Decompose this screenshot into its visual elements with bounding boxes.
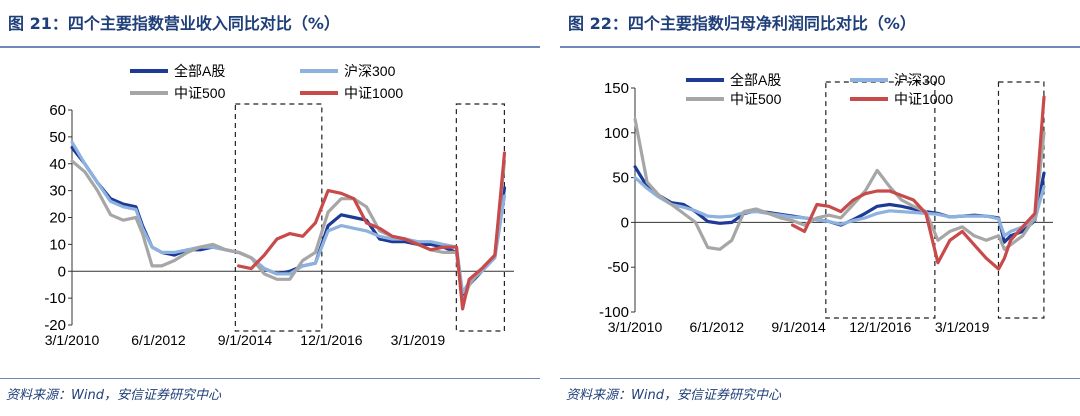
- y-tick-label: -20: [44, 317, 66, 334]
- y-tick-label: 50: [612, 170, 629, 187]
- source-rule: [0, 378, 540, 379]
- source-note: 资料来源：Wind，安信证券研究中心: [566, 388, 781, 403]
- series-line: [70, 159, 507, 306]
- series-line: [790, 95, 1046, 271]
- panel-profit: 图 22：四个主要指数归母净利润同比对比（%） -100 -50 0 50 100 150…: [560, 0, 1080, 416]
- highlight-box: [825, 81, 936, 319]
- y-tick-label: 150: [604, 80, 629, 97]
- y-tick-label: 100: [604, 125, 629, 142]
- series-line: [70, 140, 507, 295]
- y-tick-label: 0: [621, 214, 629, 231]
- x-tick-label: 3/1/2010: [608, 319, 663, 335]
- y-tick-label: 0: [58, 263, 66, 280]
- legend-label: 全部A股: [730, 72, 781, 88]
- series-line: [237, 151, 507, 311]
- title-rule: [560, 46, 1080, 48]
- legend-label: 中证1000: [344, 85, 403, 101]
- chart-title: 图 21：四个主要指数营业收入同比对比（%）: [8, 14, 340, 33]
- highlight-box: [997, 81, 1045, 319]
- source-rule: [560, 378, 1080, 379]
- y-tick-label: 20: [49, 210, 66, 227]
- series-line: [633, 117, 1046, 251]
- highlight-box: [455, 103, 505, 332]
- x-tick-label: 6/1/2012: [690, 319, 745, 335]
- profit-chart: -100 -50 0 50 100 150 3/1/2010 6/1/2012 9/1/2014…: [599, 72, 1053, 335]
- legend-label: 全部A股: [174, 63, 225, 79]
- y-tick-label: -100: [599, 304, 629, 321]
- legend-label: 中证500: [730, 91, 782, 107]
- x-tick-label: 3/1/2019: [391, 332, 446, 348]
- legend-label: 中证500: [174, 85, 226, 101]
- legend-label: 沪深300: [894, 72, 946, 88]
- x-tick-label: 9/1/2014: [771, 319, 826, 335]
- y-tick-label: 60: [49, 102, 66, 119]
- x-tick-label: 3/1/2019: [935, 319, 990, 335]
- panel-revenue: 图 21：四个主要指数营业收入同比对比（%） -20 -10 0 10 20 30 40 50…: [0, 14, 540, 403]
- legend-label: 中证1000: [894, 91, 953, 107]
- x-tick-label: 12/1/2016: [300, 332, 362, 348]
- legend-label: 沪深300: [344, 63, 396, 79]
- y-tick-label: 30: [49, 183, 66, 200]
- x-tick-label: 12/1/2016: [849, 319, 911, 335]
- y-tick-label: 50: [49, 129, 66, 146]
- y-tick-label: -10: [44, 290, 66, 307]
- x-tick-label: 3/1/2010: [45, 332, 100, 348]
- y-tick-label: 10: [49, 236, 66, 253]
- series-line: [633, 165, 1046, 244]
- x-tick-label: 9/1/2014: [218, 332, 273, 348]
- y-tick-label: -50: [607, 259, 629, 276]
- source-note: 资料来源：Wind，安信证券研究中心: [6, 388, 221, 403]
- chart-title: 图 22：四个主要指数归母净利润同比对比（%）: [568, 14, 916, 33]
- title-rule: [0, 46, 540, 48]
- y-tick-label: 40: [49, 156, 66, 173]
- series-line: [633, 176, 1046, 238]
- x-tick-label: 6/1/2012: [131, 332, 186, 348]
- highlight-box: [234, 103, 323, 332]
- revenue-chart: -20 -10 0 10 20 30 40 50 60 3/1/2010 6/1/2012 9/1/2…: [44, 63, 514, 348]
